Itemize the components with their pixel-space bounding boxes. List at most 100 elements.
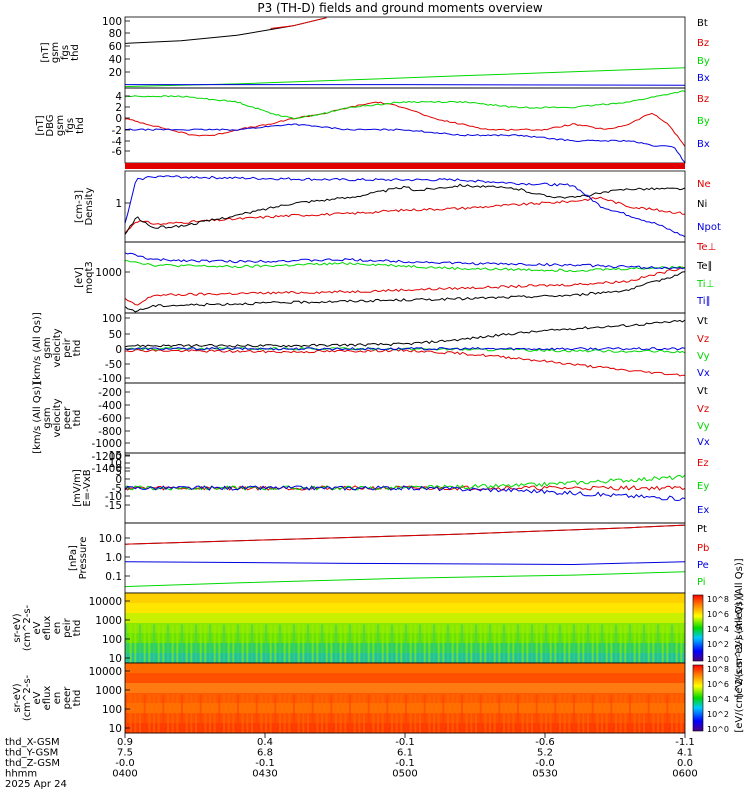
y-axis-label: DBG [45,114,56,136]
footer-row-label: thd_Z-GSM [5,758,60,769]
series-line-Npot [124,175,686,238]
spectrogram-texture [325,624,328,663]
y-axis-label: [km/s (All Qs)] [32,312,43,384]
legend-Te∥: Te∥ [696,261,713,272]
spectrogram-texture [335,694,337,733]
y-tick-label: 10000 [89,596,122,608]
spectrogram-texture [638,694,641,733]
spectrogram-texture [680,694,683,733]
spectrogram-texture [577,624,580,663]
spectrogram-texture [162,694,165,733]
y-tick-label: 1000 [95,267,122,279]
spectrogram-texture [531,694,533,733]
spectrogram-texture [521,694,524,733]
spectrogram-texture [559,624,561,663]
y-axis-label: eV [32,621,43,634]
spectrogram-texture [643,694,645,733]
y-tick-label: 100 [102,313,122,325]
spectrogram-band [125,673,685,684]
spectrogram-texture [377,694,379,733]
spectrogram-texture [559,694,561,733]
spectrogram-texture [143,624,146,663]
spectrogram-texture [223,694,225,733]
spectrogram-texture [414,624,417,663]
x-tick-label: -0.1 [395,758,415,769]
y-axis-label: en [52,622,63,635]
spectrogram-texture [185,624,188,663]
y-tick-label: -1000 [91,438,122,450]
spectrogram-texture [377,624,379,663]
legend-Bz: Bz [697,94,709,105]
spectrogram-texture [409,694,412,733]
legend-Ne: Ne [697,179,711,190]
spectrogram-texture [451,694,454,733]
x-tick-label: -0.6 [535,737,555,748]
spectrogram-texture [484,694,487,733]
y-tick-label: -1400 [91,463,122,475]
y-axis-label: thd [72,340,83,357]
x-tick-label: -1.1 [675,737,695,748]
spectrogram-texture [265,694,267,733]
series-line-By [124,90,686,120]
legend-Ez: Ez [697,458,709,469]
spectrogram-texture [185,694,188,733]
y-tick-label: 1 [115,198,122,210]
y-tick-label: 10 [109,458,122,470]
legend-Npot: Npot [697,222,721,233]
spectrogram-texture [218,624,221,663]
y-axis-label: [nPa] [68,545,79,571]
y-tick-label: -1200 [91,451,122,463]
spectrogram-texture [666,624,669,663]
spectrogram-texture [269,624,272,663]
legend-Bx: Bx [697,73,710,84]
spectrogram-texture [428,624,431,663]
y-tick-label: 10 [109,653,122,665]
spectrogram-texture [652,694,655,733]
series-line-Ti∥ [124,252,686,270]
spectrogram-texture [139,624,141,663]
spectrogram-texture [241,624,244,663]
legend-Ex: Ex [697,505,709,516]
legend-Ti⊥: Ti⊥ [696,279,714,290]
spectrogram-texture [540,624,543,663]
spectrogram-texture [484,624,487,663]
spectrogram-texture [363,694,365,733]
spectrogram-texture [591,624,594,663]
spectrogram-texture [241,694,244,733]
x-tick-label: -0.1 [255,758,275,769]
spectrogram-texture [489,624,491,663]
y-axis-label: peer [62,406,73,430]
spectrogram-texture [647,624,650,663]
spectrogram-texture [461,694,463,733]
panel-frame [124,241,686,314]
spectrogram-texture [227,624,230,663]
spectrogram-texture [419,624,421,663]
panel-10: 10^810^610^410^210^010000100010010thdpee… [12,593,745,735]
spectrogram-texture [545,694,547,733]
spectrogram-texture [414,694,417,733]
spectrogram-texture [442,694,445,733]
y-tick-label: 100 [102,16,122,28]
spectrogram-texture [288,624,291,663]
spectrogram-texture [381,694,384,733]
spectrogram-texture [204,694,207,733]
spectrogram-texture [619,624,622,663]
y-tick-label: -200 [98,387,122,399]
spectrogram-texture [671,624,673,663]
y-axis-label: peer [62,686,73,710]
series-line-Pb [124,524,686,545]
legend-Vy: Vy [697,351,710,362]
colorbar-tick-label: 10^4 [707,695,729,704]
spectrogram-texture [428,694,431,733]
series-line-Ne [124,196,686,234]
spectrogram-texture [633,624,636,663]
legend-By: By [697,116,710,127]
spectrogram-texture [204,624,207,663]
spectrogram-texture [405,694,407,733]
y-axis-label: eV [32,691,43,704]
spectrogram-texture [321,624,323,663]
spectrogram-texture [251,624,253,663]
panel-6: Vt Vz Vy Vx -200-400-600-800-1000-1200-1400 t… [32,382,710,475]
spectrogram-texture [503,694,505,733]
